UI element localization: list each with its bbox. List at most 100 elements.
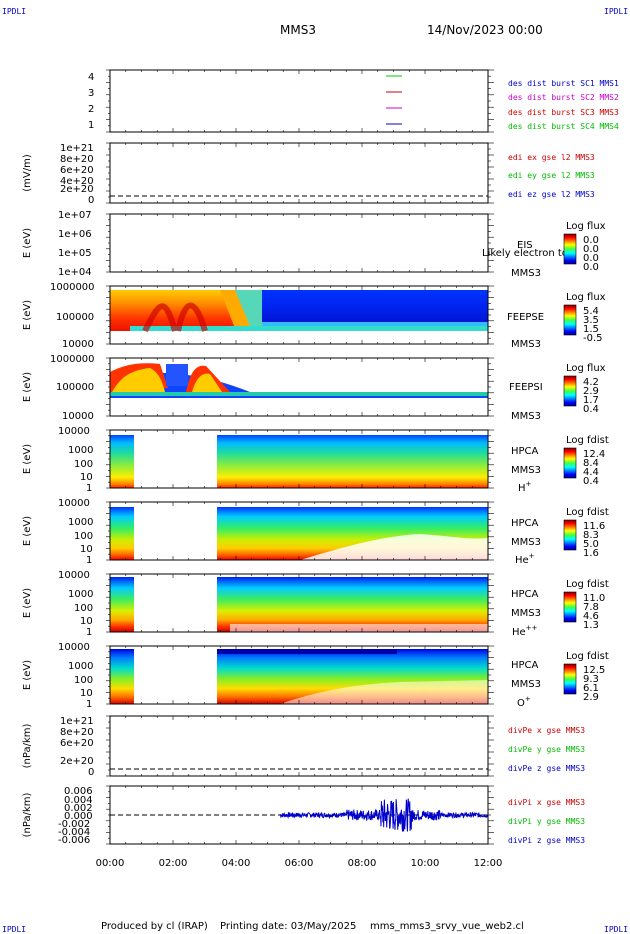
legend-entry-z: divPi z gse MMS3 [508, 836, 585, 845]
xtick-label: 06:00 [285, 858, 314, 869]
ytick-label: -0.006 [58, 835, 90, 846]
y-axis-label: E (eV) [22, 372, 33, 402]
divpi-z-series [279, 798, 489, 832]
spectrogram-band [262, 322, 488, 326]
y-axis-label: (nPa/km) [22, 793, 33, 838]
spectrogram-hot-region [192, 373, 222, 392]
colorbar [563, 519, 577, 551]
colorbar-title: Log flux [566, 221, 606, 232]
y-axis-label: E (eV) [22, 228, 33, 258]
legend-entry-y: divPe y gse MMS3 [508, 745, 585, 754]
ytick-label: 100 [74, 459, 93, 470]
x-axis: 00:00 02:00 04:00 06:00 08:00 10:00 12:0… [96, 858, 503, 869]
spectrogram-dropout [230, 624, 488, 632]
panel-edi: 1e+21 8e+20 6e+20 4e+20 2e+20 0 (mV/m) e… [22, 142, 595, 206]
spacecraft-label: MMS3 [511, 537, 541, 548]
ytick-label: 10000 [62, 339, 94, 350]
species-label: He++ [512, 624, 538, 638]
date-title: 14/Nov/2023 00:00 [427, 23, 543, 37]
ytick-label: 100000 [56, 382, 94, 393]
right-axis-ticks [106, 69, 494, 845]
spectrogram-band [110, 392, 488, 396]
legend-entry-x: divPi x gse MMS3 [508, 798, 585, 807]
colorbar-label: 4.2 [583, 377, 599, 388]
spacecraft-label: MMS3 [511, 465, 541, 476]
species-label: O+ [517, 695, 531, 709]
colorbar-label: 6.1 [583, 683, 599, 694]
ytick-label: 100 [74, 603, 93, 614]
ytick-label: 1000000 [50, 354, 95, 365]
xtick-label: 00:00 [96, 858, 125, 869]
y-axis-label: E (eV) [22, 300, 33, 330]
overlay-annotation: Likely electron to [482, 248, 568, 259]
ytick-label: 8e+20 [60, 727, 94, 738]
colorbar [563, 304, 577, 336]
colorbar-title: Log fdist [566, 435, 609, 446]
y-axis-label: E (eV) [22, 660, 33, 690]
xtick-label: 04:00 [222, 858, 251, 869]
colorbar-label: -0.5 [583, 333, 603, 344]
ytick-label: -0.002 [58, 819, 90, 830]
ytick-label: 100 [74, 531, 93, 542]
ytick-label: 0.004 [64, 795, 93, 806]
ytick-label: 4 [88, 72, 94, 83]
colorbar [563, 447, 577, 479]
ytick-label: 1000 [68, 589, 93, 600]
ytick-label: 10 [80, 688, 93, 699]
panel-burst: 4 3 2 1 des dist burst SC1 MMS1 des dist… [88, 69, 619, 133]
colorbar-label: 4.4 [583, 467, 599, 478]
colorbar-title: Log flux [566, 292, 606, 303]
ytick-label: 1e+04 [58, 267, 92, 278]
ytick-label: 10000 [58, 498, 90, 509]
ytick-label: 100000 [56, 312, 94, 323]
colorbar-label: 0.4 [583, 476, 599, 487]
y-axis-label: E (eV) [22, 444, 33, 474]
species-label: He+ [515, 552, 535, 566]
ytick-label: 1e+21 [60, 143, 94, 154]
panel-divpi: 0.006 0.004 0.002 0.000 -0.002 -0.004 -0… [22, 785, 585, 846]
colorbar [563, 663, 577, 695]
ytick-label: 1e+07 [58, 210, 92, 221]
ytick-label: 10 [80, 472, 93, 483]
colorbar-title: Log fdist [566, 579, 609, 590]
xtick-label: 02:00 [159, 858, 188, 869]
ytick-label: 1e+21 [60, 716, 94, 727]
species-label: H+ [518, 480, 532, 494]
spacecraft-title: MMS3 [280, 23, 316, 37]
spectrogram-band [130, 326, 488, 331]
ytick-label: 1000 [68, 661, 93, 672]
ytick-label: 0.000 [64, 811, 93, 822]
legend-entry-z: edi ez gse l2 MMS3 [508, 190, 595, 199]
ytick-label: 1 [86, 627, 92, 638]
panel-divpe: 1e+21 8e+20 6e+20 2e+20 0 (nPa/km) divPe… [22, 715, 585, 778]
colorbar-label: 1.7 [583, 395, 599, 406]
legend-entry-z: divPe z gse MMS3 [508, 764, 585, 773]
colorbar-label: 12.5 [583, 665, 605, 676]
spectrogram-segment [110, 507, 134, 560]
ytick-label: 3 [88, 88, 94, 99]
colorbar-label: 9.3 [583, 674, 599, 685]
spectrogram-segment [110, 435, 134, 488]
instrument-label: HPCA [511, 446, 539, 457]
instrument-label: HPCA [511, 589, 539, 600]
ytick-label: 10 [80, 616, 93, 627]
colorbar-label: 0.0 [583, 235, 599, 246]
colorbar-label: 1.3 [583, 620, 599, 631]
colorbar-label: 12.4 [583, 449, 605, 460]
panel-feepse: 1000000 100000 10000 E (eV) FEEPSE MMS3 … [22, 282, 606, 350]
spacecraft-label: MMS3 [511, 608, 541, 619]
corner-label-bottom-left: IPDLI [2, 925, 26, 934]
ytick-label: 1e+06 [58, 229, 92, 240]
instrument-label: FEEPSE [507, 312, 544, 323]
ytick-label: 1 [86, 555, 92, 566]
legend-entry-sc4: des dist burst SC4 MMS4 [508, 122, 619, 131]
ytick-label: 4e+20 [60, 176, 94, 187]
instrument-label: EIS [517, 240, 533, 251]
colorbar-label: 0.0 [583, 262, 599, 273]
colorbar-label: 1.5 [583, 324, 599, 335]
ytick-label: 1 [86, 699, 92, 710]
ytick-label: 2e+20 [60, 184, 94, 195]
spectrogram-segment [217, 577, 488, 632]
ytick-label: 0.006 [64, 786, 93, 797]
